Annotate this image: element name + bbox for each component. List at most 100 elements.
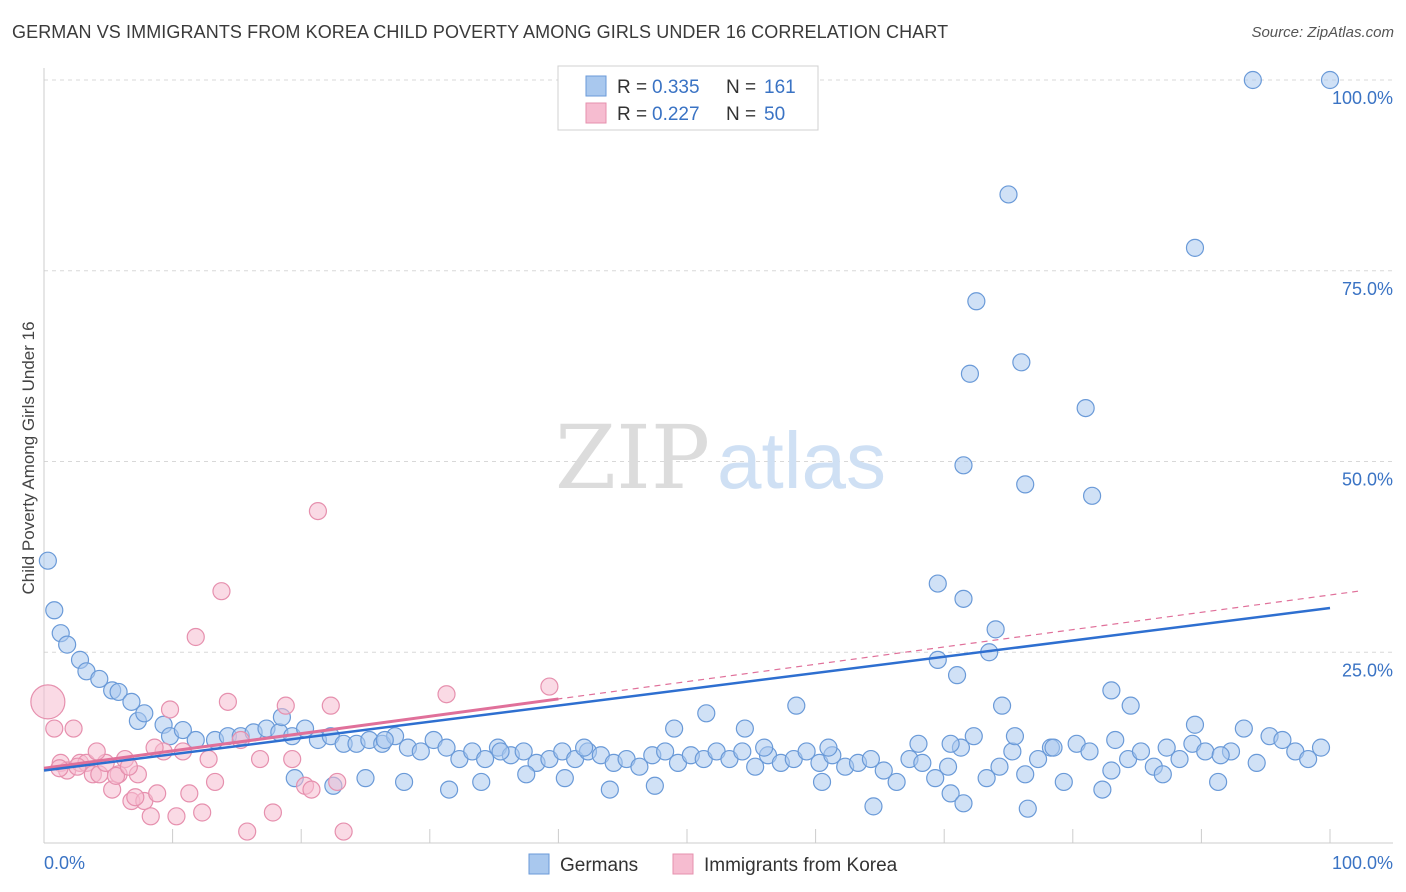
germans-point-96 bbox=[1234, 719, 1253, 738]
germans-point-40 bbox=[514, 742, 533, 761]
germans-point-119 bbox=[1185, 238, 1205, 257]
germans-point-113 bbox=[1153, 765, 1172, 784]
germans-point-127 bbox=[928, 574, 947, 593]
legend-r-value-korea: 0.227 bbox=[652, 104, 700, 125]
germans-point-136 bbox=[1044, 738, 1063, 757]
germans-point-123 bbox=[1076, 398, 1095, 418]
germans-point-101 bbox=[1299, 749, 1318, 769]
germans-point-67 bbox=[861, 749, 880, 769]
germans-point-79 bbox=[1016, 765, 1035, 784]
germans-point-8 bbox=[109, 682, 128, 702]
germans-point-126 bbox=[1082, 486, 1102, 505]
germans-point-90 bbox=[1157, 738, 1176, 757]
germans-point-108 bbox=[819, 738, 838, 757]
bottom-legend: Germans Immigrants from Korea bbox=[528, 853, 898, 876]
germans-point-68 bbox=[874, 761, 893, 780]
germans-point-80 bbox=[1028, 749, 1048, 769]
korea-point-16 bbox=[141, 807, 160, 826]
korea-point-41 bbox=[437, 685, 456, 704]
gridlines bbox=[44, 79, 1393, 653]
germans-point-32 bbox=[411, 742, 430, 761]
germans-point-69 bbox=[887, 772, 906, 792]
korea-point-27 bbox=[212, 582, 231, 601]
korea-point-1 bbox=[45, 719, 64, 738]
germans-point-51 bbox=[656, 742, 675, 761]
legend-box: R = 0.335 N = 161 R = 0.227 N = 50 bbox=[557, 65, 819, 131]
germans-point-91 bbox=[1170, 749, 1189, 769]
germans-point-120 bbox=[967, 292, 986, 311]
y-tick-label-0: 25.0% bbox=[1342, 660, 1393, 680]
germans-point-78 bbox=[1003, 742, 1022, 761]
germans-point-3 bbox=[58, 635, 77, 654]
germans-point-138 bbox=[941, 784, 960, 803]
germans-point-149 bbox=[517, 765, 536, 784]
x-tick-label-max: 100.0% bbox=[1332, 853, 1393, 873]
legend-n-label-korea: N = bbox=[726, 104, 756, 125]
korea-point-30 bbox=[238, 822, 257, 841]
korea-point-38 bbox=[321, 696, 340, 715]
trend-lines bbox=[43, 590, 1359, 772]
legend-swatch-germans bbox=[585, 75, 607, 97]
germans-point-116 bbox=[1243, 70, 1262, 90]
korea-point-32 bbox=[263, 803, 283, 822]
germans-point-148 bbox=[555, 769, 574, 788]
germans-point-141 bbox=[812, 772, 832, 792]
germans-point-76 bbox=[977, 769, 996, 788]
germans-point-85 bbox=[1093, 780, 1112, 799]
germans-point-139 bbox=[954, 794, 973, 813]
germans-point-93 bbox=[1196, 742, 1215, 761]
germans-point-121 bbox=[960, 364, 980, 383]
germans-point-144 bbox=[697, 704, 716, 723]
germans-point-34 bbox=[437, 738, 456, 757]
korea-point-36 bbox=[302, 780, 321, 799]
legend-r-label-korea: R = bbox=[617, 104, 647, 125]
korea-point-23 bbox=[186, 627, 205, 647]
germans-point-86 bbox=[1106, 730, 1125, 750]
germans-point-140 bbox=[864, 797, 883, 816]
legend-r-label-germans: R = bbox=[617, 77, 647, 98]
x-tick-label-min: 0.0% bbox=[44, 853, 85, 873]
germans-point-111 bbox=[1005, 727, 1025, 746]
korea-point-33 bbox=[276, 696, 295, 715]
germans-point-71 bbox=[913, 753, 932, 772]
germans-point-0 bbox=[38, 551, 57, 570]
germans-point-82 bbox=[1054, 772, 1073, 792]
korea-trend-solid bbox=[43, 697, 559, 770]
korea-point-22 bbox=[180, 784, 199, 803]
germans-point-146 bbox=[645, 776, 664, 795]
legend-swatch-korea bbox=[585, 102, 607, 124]
germans-point-6 bbox=[90, 669, 109, 689]
source-credit: Source: ZipAtlas.com bbox=[1251, 24, 1394, 41]
korea-point-0 bbox=[30, 684, 66, 720]
germans-point-1 bbox=[45, 601, 64, 620]
germans-point-58 bbox=[746, 757, 765, 776]
korea-point-28 bbox=[218, 692, 237, 711]
germans-point-125 bbox=[1016, 475, 1035, 494]
germans-point-88 bbox=[1131, 742, 1151, 761]
germans-point-110 bbox=[941, 734, 960, 753]
germans-point-99 bbox=[1273, 730, 1292, 750]
legend-n-value-germans: 161 bbox=[764, 77, 796, 98]
germans-point-115 bbox=[1211, 746, 1230, 765]
y-tick-label-1: 50.0% bbox=[1342, 470, 1393, 490]
germans-point-37 bbox=[475, 749, 495, 769]
germans-point-72 bbox=[926, 769, 945, 788]
y-tick-label-2: 75.0% bbox=[1342, 279, 1393, 299]
bottom-legend-germans: Germans bbox=[560, 855, 638, 876]
germans-point-84 bbox=[1080, 742, 1099, 761]
germans-point-128 bbox=[954, 589, 973, 608]
germans-point-129 bbox=[986, 620, 1005, 639]
korea-point-34 bbox=[283, 749, 302, 769]
korea-point-40 bbox=[334, 822, 353, 841]
germans-point-117 bbox=[1320, 70, 1340, 90]
korea-point-37 bbox=[308, 501, 328, 521]
korea-point-20 bbox=[167, 807, 186, 826]
germans-point-134 bbox=[1102, 681, 1121, 700]
germans-point-150 bbox=[472, 772, 491, 792]
watermark-atlas: atlas bbox=[717, 416, 886, 505]
germans-point-147 bbox=[600, 780, 619, 799]
germans-trend-line bbox=[43, 606, 1331, 772]
watermark-zip: ZIP bbox=[555, 406, 710, 509]
germans-point-97 bbox=[1247, 753, 1266, 772]
